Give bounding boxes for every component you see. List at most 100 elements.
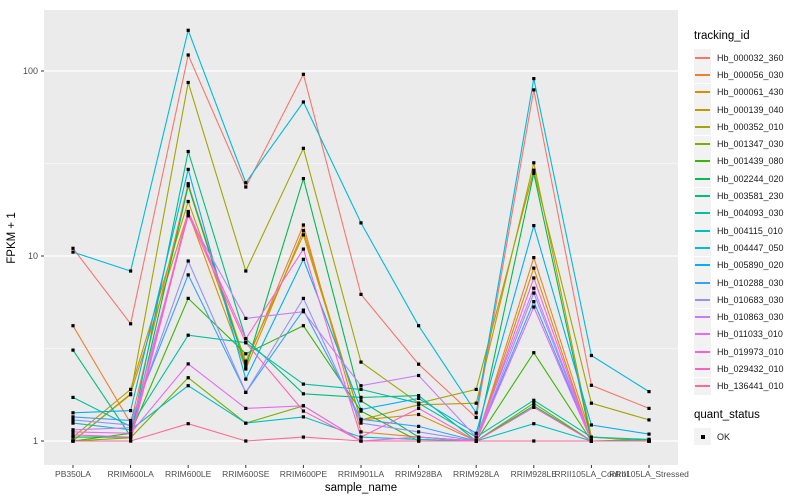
data-point <box>186 149 190 154</box>
x-tick-label: RRIM928BA <box>395 469 443 479</box>
legend-key-line-icon <box>695 264 710 267</box>
data-point <box>359 430 363 434</box>
x-tick-label: RRIM600SE <box>222 469 270 479</box>
legend-key-box <box>694 377 711 395</box>
data-point <box>244 390 248 394</box>
data-point <box>359 395 363 399</box>
legend-item-label: Hb_004447_050 <box>717 242 784 253</box>
data-point <box>474 387 478 391</box>
legend-items: Hb_000032_360 Hb_000056_030 Hb_000061_430 H… <box>694 49 784 395</box>
legend-item-label: Hb_004093_030 <box>717 208 784 219</box>
data-point <box>186 422 190 426</box>
legend-key-box <box>694 83 711 101</box>
legend-item-Hb_004115_010: Hb_004115_010 <box>694 222 784 240</box>
data-point <box>129 428 133 432</box>
data-point <box>244 337 248 341</box>
data-point <box>301 146 305 150</box>
legend-item-Hb_000352_010: Hb_000352_010 <box>694 118 784 136</box>
legend-item-label: Hb_003581_230 <box>717 191 784 202</box>
data-point <box>532 77 536 81</box>
legend-item-label: Hb_029432_010 <box>717 363 784 374</box>
data-point <box>244 185 248 189</box>
legend-item-label: Hb_000061_430 <box>717 87 784 98</box>
legend-key-line-icon <box>695 160 710 163</box>
data-point <box>129 269 133 273</box>
legend-item-label: Hb_010288_030 <box>717 277 784 288</box>
data-point <box>244 316 248 320</box>
data-point <box>71 421 75 425</box>
data-point <box>532 256 536 260</box>
data-point <box>71 395 75 399</box>
data-point <box>129 409 133 413</box>
legend-key-line-icon <box>695 281 710 284</box>
data-point <box>244 362 248 366</box>
legend-key-line-icon <box>695 367 710 370</box>
legend-item-label: Hb_019973_010 <box>717 346 784 357</box>
point-marker-icon <box>700 434 705 439</box>
legend-item-Hb_003581_230: Hb_003581_230 <box>694 187 784 205</box>
data-point <box>129 393 133 397</box>
data-point <box>359 221 363 225</box>
x-tick-label: RRIM928LA <box>453 469 500 479</box>
data-point <box>244 365 248 369</box>
x-tick-label: PB350LA <box>55 469 91 479</box>
data-point <box>244 377 248 381</box>
data-point <box>71 430 75 434</box>
legend-key-line-icon <box>695 229 710 232</box>
data-point <box>359 292 363 296</box>
legend-title-quant-status: quant_status <box>694 408 760 421</box>
data-point <box>186 362 190 366</box>
legend-key-line-icon <box>695 143 710 146</box>
legend-key-line-icon <box>695 212 710 215</box>
data-point <box>532 291 536 295</box>
x-tick-label: RRIM600LE <box>165 469 212 479</box>
data-point <box>417 430 421 434</box>
data-point <box>186 376 190 380</box>
data-point <box>301 100 305 104</box>
data-point <box>647 390 651 394</box>
data-point <box>532 422 536 426</box>
data-point <box>186 384 190 388</box>
data-point <box>359 387 363 391</box>
legend-key-box <box>694 66 711 84</box>
data-point <box>589 439 593 443</box>
data-point <box>301 72 305 76</box>
data-point <box>186 182 190 186</box>
legend-item-Hb_000139_040: Hb_000139_040 <box>694 101 784 119</box>
data-point <box>474 401 478 405</box>
data-point <box>417 401 421 405</box>
data-point <box>359 439 363 443</box>
data-point <box>301 223 305 227</box>
data-point <box>186 296 190 300</box>
data-point <box>532 171 536 175</box>
x-tick-label: RRIM901LA <box>338 469 385 479</box>
legend-item-label: Hb_000139_040 <box>717 104 784 115</box>
data-point <box>359 407 363 412</box>
data-point <box>301 229 305 233</box>
data-point <box>532 439 536 443</box>
legend-item-label: Hb_011033_010 <box>717 329 783 340</box>
data-point <box>129 322 133 326</box>
legend-key-box <box>694 428 711 446</box>
data-point <box>129 418 133 423</box>
data-point <box>129 439 133 443</box>
data-point <box>417 362 421 366</box>
data-point <box>129 431 133 435</box>
legend-key-box <box>694 274 711 291</box>
data-point <box>417 424 421 428</box>
data-point <box>301 324 305 328</box>
data-point <box>532 224 536 228</box>
data-point <box>301 247 305 251</box>
data-point <box>532 401 536 405</box>
data-point <box>532 405 536 409</box>
legend-item-Hb_001439_080: Hb_001439_080 <box>694 152 784 170</box>
legend-key-box <box>694 291 711 309</box>
legend-item-label: Hb_005890_020 <box>717 260 784 271</box>
legend-item-label: Hb_010863_030 <box>717 312 784 323</box>
data-point <box>532 88 536 92</box>
data-point <box>532 276 536 280</box>
data-point <box>129 421 133 425</box>
data-point <box>186 333 190 337</box>
legend-item-label: Hb_136441_010 <box>717 381 784 392</box>
